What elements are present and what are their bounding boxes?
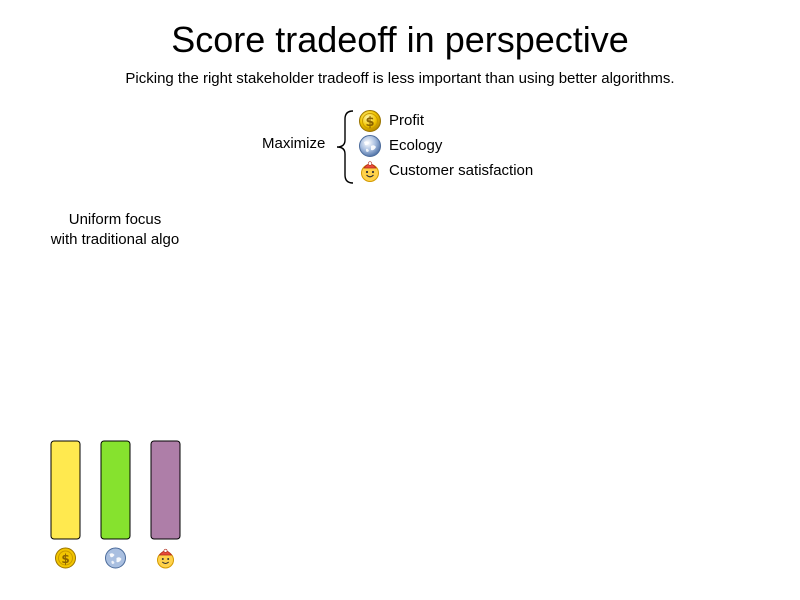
legend-item-ecology: Ecology: [358, 134, 442, 158]
globe-icon: [105, 547, 126, 569]
chart-title-line-1: Uniform focus: [68, 211, 162, 228]
legend-label-customer-satisfaction: Customer satisfaction: [389, 162, 534, 179]
smiley-icon: [358, 159, 382, 183]
legend-item-customer-satisfaction: Customer satisfaction: [358, 159, 533, 183]
page-title: Score tradeoff in perspective: [171, 19, 629, 60]
bar-profit: [50, 440, 81, 540]
chart-title-line-2: with traditional algo: [50, 231, 180, 248]
dollar-coin-icon: $: [358, 109, 382, 133]
curly-brace: [336, 110, 354, 184]
bar-customer-satisfaction: [150, 440, 181, 540]
smiley-icon: [157, 548, 174, 569]
dollar-coin-icon: $: [55, 547, 76, 569]
page-subtitle: Picking the right stakeholder tradeoff i…: [125, 70, 675, 87]
chart-title: Uniform focus with traditional algo: [30, 210, 200, 250]
bar-ecology: [100, 440, 131, 540]
svg-text:$: $: [61, 552, 69, 566]
maximize-label: Maximize: [262, 135, 326, 152]
legend-label-profit: Profit: [389, 112, 425, 129]
legend-item-profit: $ Profit: [358, 109, 424, 133]
svg-text:$: $: [365, 115, 374, 130]
globe-icon: [358, 134, 382, 158]
legend-label-ecology: Ecology: [389, 137, 443, 154]
